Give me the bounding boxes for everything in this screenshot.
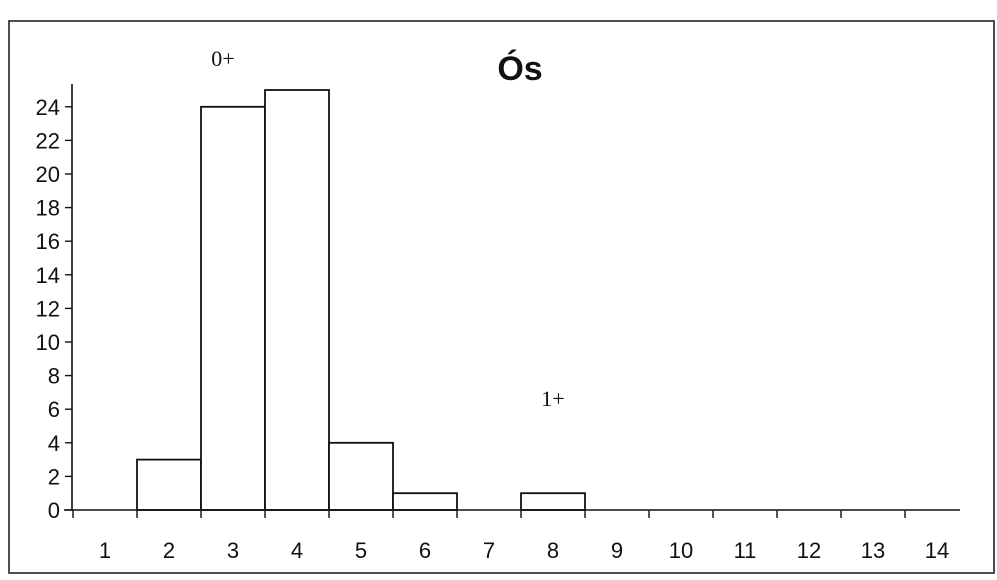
x-tick-label: 6 <box>419 538 431 563</box>
bar-3 <box>200 105 266 511</box>
chart-title: Ós <box>497 50 542 88</box>
x-tick-label: 10 <box>669 538 693 563</box>
y-tick-label: 18 <box>36 196 60 221</box>
y-tick-label: 22 <box>36 128 60 153</box>
bar-6 <box>392 492 458 511</box>
x-tick-label: 11 <box>734 538 757 563</box>
bar-4 <box>264 89 330 511</box>
annotations-group: 0+ 1+ <box>211 46 564 411</box>
bar-2 <box>136 458 202 511</box>
bar-8 <box>520 492 586 511</box>
y-tick-label: 14 <box>36 263 60 288</box>
y-tick-label: 16 <box>36 229 60 254</box>
bar-5 <box>328 441 394 511</box>
x-tick-label: 8 <box>547 538 559 563</box>
x-tick-label: 12 <box>797 538 821 563</box>
y-tick-label: 10 <box>36 330 60 355</box>
y-tick-label: 8 <box>48 364 60 389</box>
y-tick-label: 4 <box>48 431 60 456</box>
y-tick-label: 6 <box>48 397 60 422</box>
bars-group <box>136 89 586 511</box>
annotation-label: 1+ <box>541 386 564 411</box>
y-tick-label: 2 <box>48 464 60 489</box>
x-tick-label: 2 <box>163 538 175 563</box>
y-tick-label: 24 <box>36 95 60 120</box>
y-tick-label: 0 <box>48 498 60 523</box>
x-tick-label: 1 <box>99 538 111 563</box>
x-tick-label: 9 <box>611 538 623 563</box>
x-tick-label: 13 <box>861 538 885 563</box>
x-tick-label: 3 <box>227 538 239 563</box>
x-tick-label: 14 <box>925 538 949 563</box>
chart-frame <box>8 20 995 574</box>
x-ticks-group: 1 2 3 4 5 6 7 8 9 10 11 12 13 14 <box>72 510 949 563</box>
x-tick-label: 5 <box>355 538 367 563</box>
x-tick-label: 7 <box>483 538 495 563</box>
annotation-label: 0+ <box>211 46 234 71</box>
x-tick-label: 4 <box>291 538 303 563</box>
y-tick-label: 20 <box>36 162 60 187</box>
y-tick-label: 12 <box>36 296 60 321</box>
